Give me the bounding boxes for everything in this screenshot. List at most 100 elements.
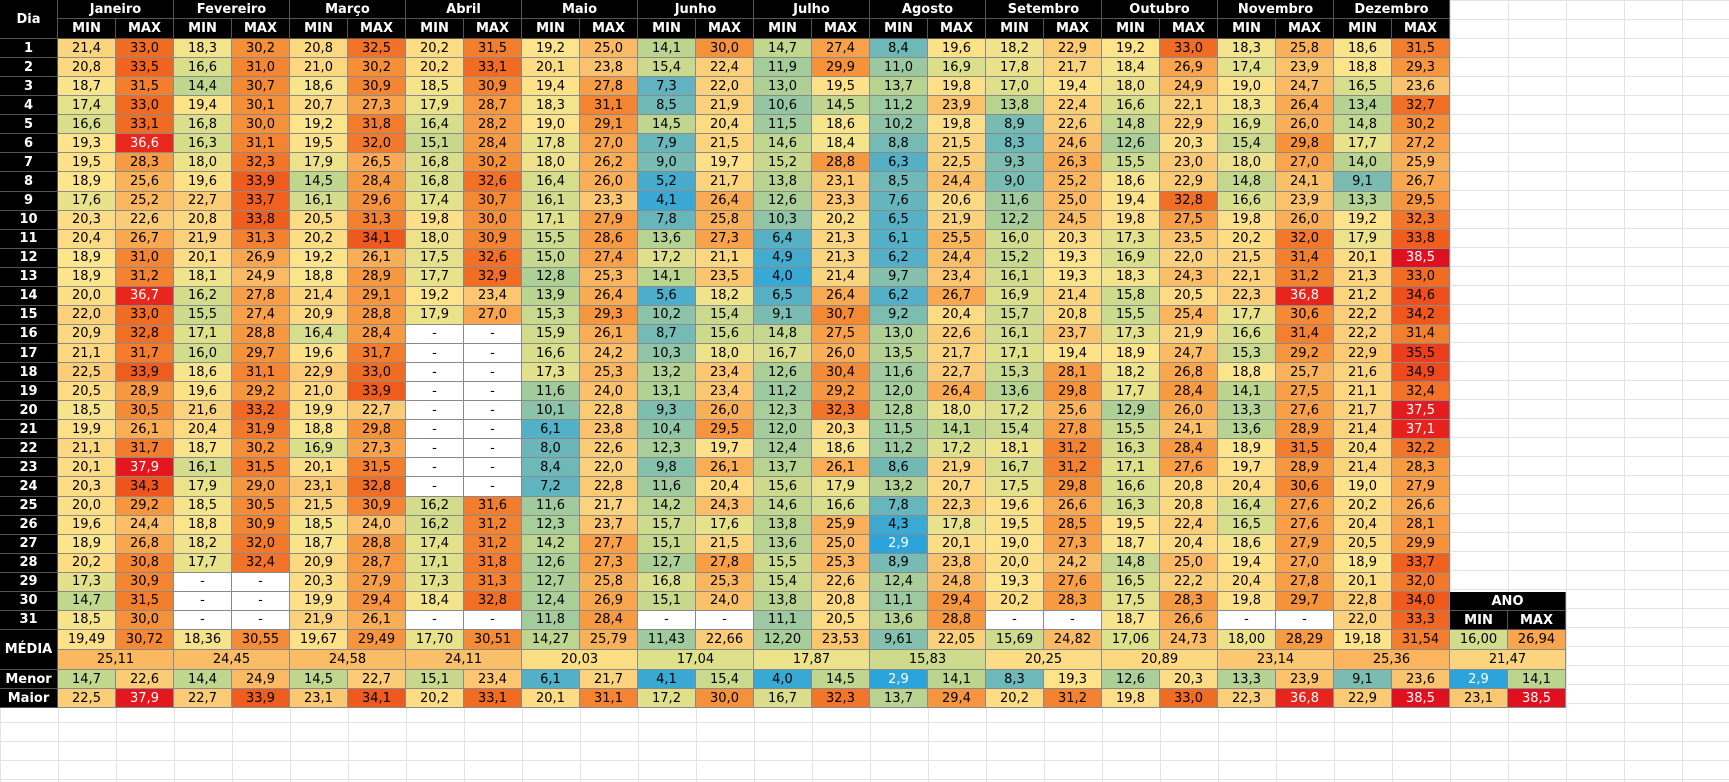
temp-cell: 29,8 xyxy=(1044,382,1102,402)
temp-cell: - xyxy=(406,401,464,421)
temp-cell: 28,9 xyxy=(116,382,174,402)
temp-cell: - xyxy=(406,458,464,478)
temp-cell: 20,7 xyxy=(928,477,986,497)
temp-cell: 31,4 xyxy=(1276,248,1334,268)
temp-cell: 12,6 xyxy=(754,363,812,383)
temp-cell: 17,8 xyxy=(522,134,580,154)
temp-cell: 31,4 xyxy=(1276,324,1334,345)
temp-cell: 31,1 xyxy=(232,363,290,383)
temp-cell: 13,3 xyxy=(1218,401,1276,421)
temp-cell: 16,2 xyxy=(174,286,232,306)
temp-cell: 22,7 xyxy=(174,191,232,211)
temp-cell: 29,9 xyxy=(1392,534,1450,554)
temp-cell: 31,2 xyxy=(1044,439,1102,459)
temp-cell: 31,2 xyxy=(464,515,522,535)
ano-title: ANO xyxy=(1450,592,1566,611)
max-header: MAX xyxy=(1392,19,1450,39)
day-label: 21 xyxy=(0,420,58,440)
temp-cell: 24,4 xyxy=(928,172,986,192)
temp-cell: 29,8 xyxy=(1044,477,1102,497)
temp-cell: 18,9 xyxy=(1334,553,1392,573)
temp-cell: 13,7 xyxy=(754,458,812,478)
temp-cell: 28,8 xyxy=(348,534,406,554)
temp-cell: 12,0 xyxy=(870,382,928,402)
temp-cell: 17,4 xyxy=(1218,58,1276,78)
temp-cell: - xyxy=(174,572,232,592)
temp-cell: 29,4 xyxy=(348,591,406,611)
temp-cell: 13,2 xyxy=(638,363,696,383)
temp-cell: 8,5 xyxy=(638,96,696,116)
temp-cell: 36,6 xyxy=(116,134,174,154)
temp-cell: 21,9 xyxy=(928,458,986,478)
temp-cell: 26,1 xyxy=(812,458,870,478)
temp-cell: 12,9 xyxy=(1102,401,1160,421)
temp-cell: - xyxy=(464,458,522,478)
temp-cell: 18,0 xyxy=(1218,153,1276,173)
temp-cell: 18,6 xyxy=(1218,534,1276,554)
ano-max-header: MAX xyxy=(1508,611,1566,630)
temp-cell: - xyxy=(232,610,290,630)
temp-cell: 23,4 xyxy=(696,363,754,383)
temp-cell: 18,0 xyxy=(522,153,580,173)
temp-cell: 8,7 xyxy=(638,324,696,345)
temp-cell: 22,9 xyxy=(1334,344,1392,364)
temp-cell: - xyxy=(464,420,522,440)
temp-cell: 18,7 xyxy=(290,534,348,554)
temp-cell: 32,5 xyxy=(348,39,406,59)
temp-cell: 26,1 xyxy=(348,248,406,268)
temp-cell: 23,1 xyxy=(812,172,870,192)
temp-cell: 17,4 xyxy=(406,534,464,554)
temp-cell: 18,5 xyxy=(406,77,464,97)
temp-cell: 18,5 xyxy=(58,401,116,421)
temp-cell: 22,6 xyxy=(580,439,638,459)
temp-cell: 27,0 xyxy=(580,134,638,154)
temp-cell: 15,3 xyxy=(522,305,580,325)
temp-cell: - xyxy=(174,610,232,630)
temp-cell: 24,7 xyxy=(1276,77,1334,97)
temp-cell: 14,8 xyxy=(1102,553,1160,573)
temp-cell: 29,2 xyxy=(116,496,174,516)
temp-cell: 6,5 xyxy=(870,210,928,230)
temp-cell: 20,4 xyxy=(1218,477,1276,497)
temp-cell: 26,6 xyxy=(1044,496,1102,516)
temp-cell: 11,6 xyxy=(986,191,1044,211)
temp-cell: 17,7 xyxy=(1218,305,1276,325)
temp-cell: 32,8 xyxy=(1160,191,1218,211)
temp-cell: - xyxy=(986,610,1044,630)
maior-cell: 17,2 xyxy=(638,689,696,708)
maior-cell: 22,9 xyxy=(1334,689,1392,708)
temp-cell: 11,2 xyxy=(754,382,812,402)
temp-cell: 29,8 xyxy=(348,420,406,440)
min-header: MIN xyxy=(58,19,116,39)
day-label: 28 xyxy=(0,553,58,573)
temp-cell: 15,8 xyxy=(1102,286,1160,306)
temp-cell: 19,4 xyxy=(174,96,232,116)
temp-cell: 31,2 xyxy=(1044,458,1102,478)
temp-cell: - xyxy=(406,439,464,459)
temp-cell: 14,8 xyxy=(1218,172,1276,192)
temp-cell: 33,1 xyxy=(116,115,174,135)
temp-cell: 14,2 xyxy=(522,534,580,554)
temp-cell: 28,3 xyxy=(1392,458,1450,478)
temp-cell: 15,1 xyxy=(406,134,464,154)
temp-cell: 20,1 xyxy=(1334,572,1392,592)
temp-cell: 16,9 xyxy=(290,439,348,459)
temp-cell: 28,9 xyxy=(348,267,406,287)
temp-cell: 28,4 xyxy=(1160,439,1218,459)
temp-cell: 12,6 xyxy=(754,191,812,211)
temp-cell: 21,7 xyxy=(1334,401,1392,421)
day-label: 23 xyxy=(0,458,58,478)
temp-cell: 22,9 xyxy=(1160,115,1218,135)
temp-cell: 25,2 xyxy=(116,191,174,211)
temp-cell: 10,2 xyxy=(638,305,696,325)
temp-cell: 19,3 xyxy=(1044,248,1102,268)
temp-cell: 11,2 xyxy=(870,439,928,459)
temp-cell: 20,2 xyxy=(58,553,116,573)
temp-cell: 18,9 xyxy=(58,248,116,268)
temp-cell: - xyxy=(464,610,522,630)
temp-cell: 21,9 xyxy=(174,229,232,249)
menor-cell: 23,4 xyxy=(464,670,522,689)
temp-cell: 6,4 xyxy=(754,229,812,249)
temp-cell: 17,7 xyxy=(1102,382,1160,402)
media-average: 24,45 xyxy=(174,650,290,670)
